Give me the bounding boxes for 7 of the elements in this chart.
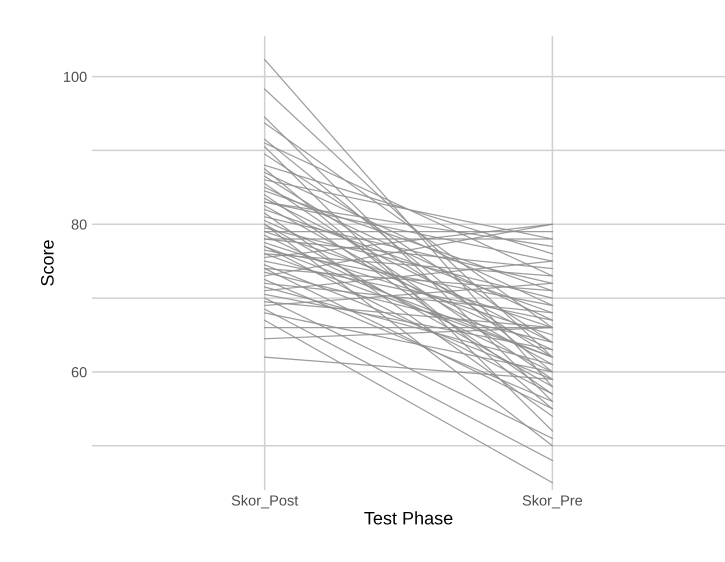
y-tick-label: 100	[64, 72, 87, 82]
y-axis-title: Score	[40, 240, 54, 286]
x-tick-label: Skor_Post	[232, 494, 298, 508]
x-tick-label: Skor_Pre	[522, 494, 582, 508]
x-axis-title: Test Phase	[364, 511, 452, 525]
y-tick-label: 60	[72, 367, 87, 378]
y-tick-label: 80	[72, 219, 87, 230]
